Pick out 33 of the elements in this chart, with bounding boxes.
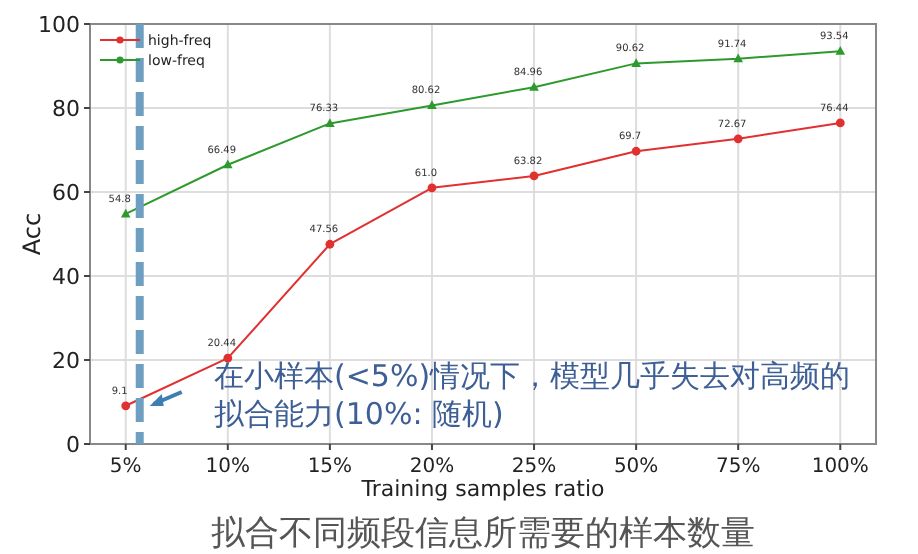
point <box>325 239 335 249</box>
point <box>223 159 233 169</box>
point <box>835 45 846 55</box>
x-tick-label: 15% <box>307 456 353 478</box>
point <box>427 183 437 193</box>
point <box>121 401 131 411</box>
y-tick-label: 80 <box>52 96 80 122</box>
x-tick-label: 75% <box>715 456 761 478</box>
point <box>733 53 743 63</box>
x-tick-label: 100% <box>811 456 869 478</box>
x-axis-title: Training samples ratio <box>359 476 606 502</box>
y-tick-label: 20 <box>52 348 80 374</box>
x-tick-label: 25% <box>511 456 557 478</box>
x-tick-label: 50% <box>613 456 659 478</box>
text: 拟合不同频段信息所需要的样本数量 <box>211 514 755 554</box>
x-tick-label: 20% <box>409 456 455 478</box>
y-tick-label: 100 <box>38 12 80 38</box>
point <box>631 146 641 156</box>
point <box>631 58 641 67</box>
point <box>529 81 539 91</box>
x-tick-label: 5% <box>109 456 142 478</box>
x-tick-label: 10% <box>205 456 251 478</box>
point <box>529 171 539 181</box>
point <box>325 118 335 128</box>
point <box>223 353 233 363</box>
y-tick-label: 0 <box>66 432 80 458</box>
y-tick-label: 40 <box>52 264 80 290</box>
y-axis-title: Acc <box>18 212 46 256</box>
annotation: 在小样本(<5%)情况下，模型几乎失去对高频的拟合能力(10%: 随机) <box>214 358 851 432</box>
y-tick-label: 60 <box>52 180 80 206</box>
point <box>427 100 437 109</box>
point <box>835 118 845 128</box>
point <box>733 134 743 144</box>
